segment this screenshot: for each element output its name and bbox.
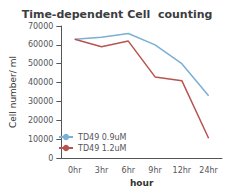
svg-text:3hr: 3hr bbox=[95, 166, 109, 175]
svg-text:40000: 40000 bbox=[28, 78, 53, 87]
svg-text:hour: hour bbox=[130, 178, 154, 188]
svg-text:60000: 60000 bbox=[28, 40, 53, 49]
svg-text:70000: 70000 bbox=[28, 22, 53, 31]
svg-text:50000: 50000 bbox=[28, 59, 53, 68]
svg-text:Time-dependent Cell counting: Time-dependent Cell counting bbox=[22, 8, 213, 21]
svg-text:0: 0 bbox=[48, 154, 53, 163]
svg-text:10000: 10000 bbox=[28, 135, 53, 144]
svg-text:6hr: 6hr bbox=[122, 166, 136, 175]
svg-text:12hr: 12hr bbox=[173, 166, 192, 175]
svg-text:30000: 30000 bbox=[28, 97, 53, 106]
svg-text:20000: 20000 bbox=[28, 116, 53, 125]
svg-text:Cell number/ ml: Cell number/ ml bbox=[8, 56, 18, 128]
svg-text:24hr: 24hr bbox=[199, 166, 218, 175]
svg-text:0hr: 0hr bbox=[68, 166, 82, 175]
svg-text:TD49 0.9uM: TD49 0.9uM bbox=[77, 133, 127, 142]
svg-text:TD49 1.2uM: TD49 1.2uM bbox=[77, 144, 127, 153]
svg-text:9hr: 9hr bbox=[148, 166, 162, 175]
